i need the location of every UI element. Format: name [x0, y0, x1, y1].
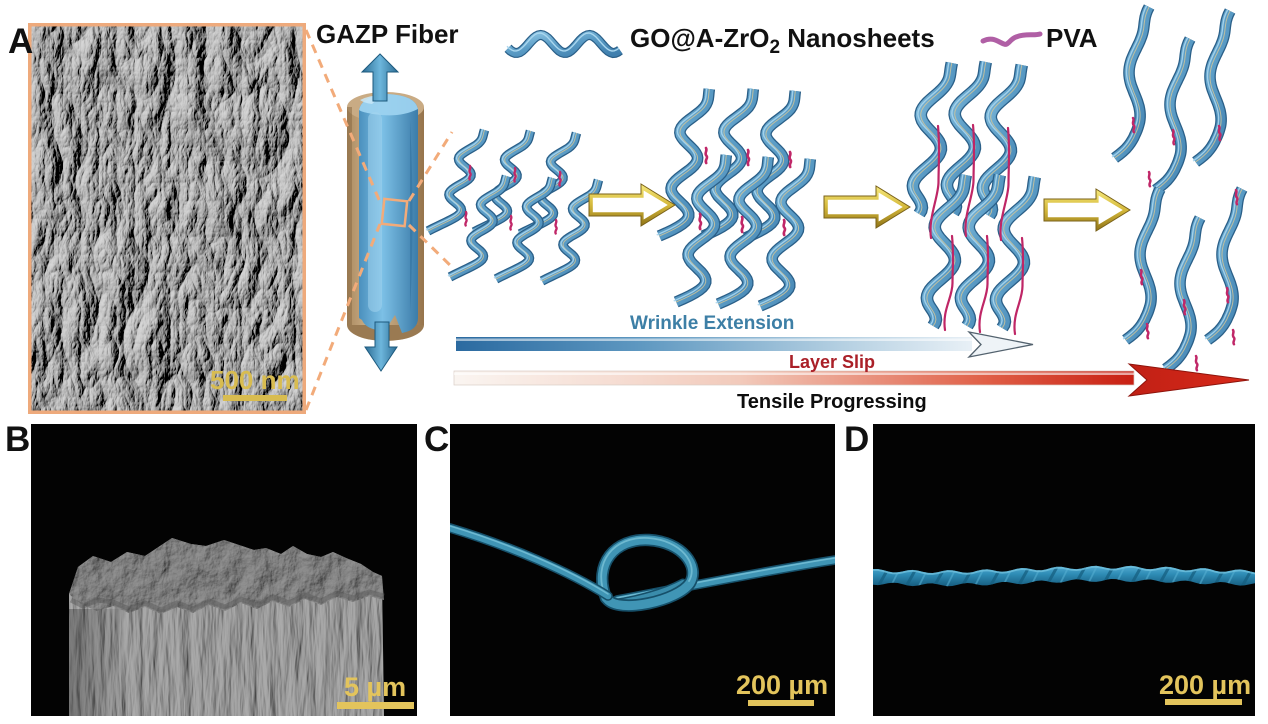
svg-text:200 µm: 200 µm [736, 670, 828, 700]
svg-text:200 µm: 200 µm [1159, 670, 1251, 700]
svg-text:5 µm: 5 µm [344, 672, 406, 702]
svg-text:500 nm: 500 nm [210, 365, 300, 395]
